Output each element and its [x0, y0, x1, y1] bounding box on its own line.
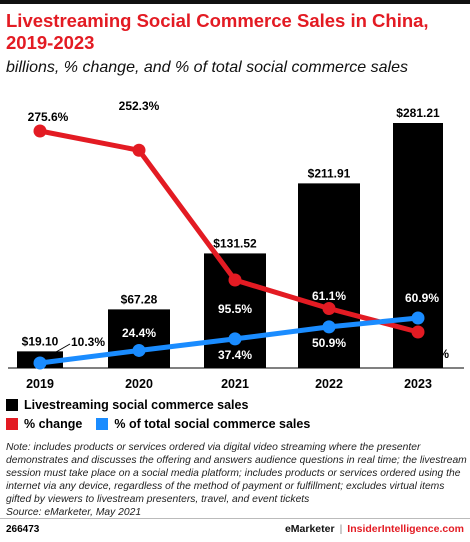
legend-item-change: % change — [6, 417, 82, 431]
share-label-leader-2019 — [48, 343, 71, 357]
bottom-rule — [0, 518, 470, 519]
x-tick-2020: 2020 — [125, 377, 153, 391]
change-label-2020: 252.3% — [119, 99, 160, 113]
legend-row-2: % change % of total social commerce sale… — [6, 417, 324, 431]
x-tick-2019: 2019 — [26, 377, 54, 391]
point-change-2023 — [411, 325, 425, 339]
change-label-2022: 61.1% — [312, 289, 346, 303]
share-label-2022: 50.9% — [312, 336, 346, 350]
x-tick-2022: 2022 — [315, 377, 343, 391]
x-tick-2021: 2021 — [221, 377, 249, 391]
chart-plot: $19.10 $67.28 $131.52 $211.91 $281.21 275.6% 2… — [8, 99, 464, 391]
legend-row-1: Livestreaming social commerce sales — [6, 398, 262, 412]
point-change-2020 — [132, 143, 146, 157]
point-share-2023 — [411, 311, 425, 325]
chart-note: Note: includes products or services orde… — [6, 441, 468, 519]
change-label-2023: 32.7% — [415, 347, 449, 361]
note-text: Note: includes products or services orde… — [6, 442, 467, 505]
brand-insiderintelligence[interactable]: InsiderIntelligence.com — [347, 523, 464, 535]
brand-separator: | — [339, 523, 343, 535]
share-label-2020: 24.4% — [122, 326, 156, 340]
point-change-2021 — [228, 273, 242, 287]
bar-label-2021: $131.52 — [213, 236, 257, 250]
share-label-2023: 60.9% — [405, 291, 439, 305]
bar-2022 — [298, 183, 360, 368]
legend-label-sales: Livestreaming social commerce sales — [24, 398, 249, 412]
brand-emarketer: eMarketer — [284, 523, 335, 535]
point-share-2022 — [322, 320, 336, 334]
chart-title: Livestreaming Social Commerce Sales in C… — [6, 10, 429, 53]
point-share-2020 — [132, 343, 146, 357]
share-label-2019: 10.3% — [71, 335, 105, 349]
bar-2020 — [108, 309, 170, 368]
bar-label-2020: $67.28 — [121, 292, 158, 306]
bar-label-2019: $19.10 — [22, 334, 59, 348]
point-share-2019 — [33, 356, 47, 370]
share-label-2021: 37.4% — [218, 348, 252, 362]
bar-label-2022: $211.91 — [308, 166, 351, 180]
legend-swatch-sales — [6, 399, 18, 411]
chart-subtitle: billions, % change, and % of total socia… — [6, 59, 408, 76]
bar-2021 — [204, 253, 266, 368]
legend-item-share: % of total social commerce sales — [96, 417, 310, 431]
legend-swatch-share — [96, 418, 109, 430]
legend-label-share: % of total social commerce sales — [114, 417, 311, 431]
footer-brand: eMarketer | InsiderIntelligence.com — [285, 523, 464, 535]
legend-item-sales: Livestreaming social commerce sales — [6, 398, 248, 412]
top-rule — [0, 0, 470, 4]
bar-label-2023: $281.21 — [396, 106, 440, 120]
change-label-2019: 275.6% — [28, 110, 69, 124]
change-label-2021: 95.5% — [218, 302, 252, 316]
x-tick-2023: 2023 — [404, 377, 432, 391]
point-change-2022 — [322, 301, 336, 315]
legend-label-change: % change — [24, 417, 83, 431]
point-share-2021 — [228, 332, 242, 346]
chart-id: 266473 — [6, 524, 40, 535]
legend-swatch-change — [6, 418, 18, 430]
source-text: Source: eMarketer, May 2021 — [6, 507, 142, 518]
point-change-2019 — [33, 124, 47, 138]
